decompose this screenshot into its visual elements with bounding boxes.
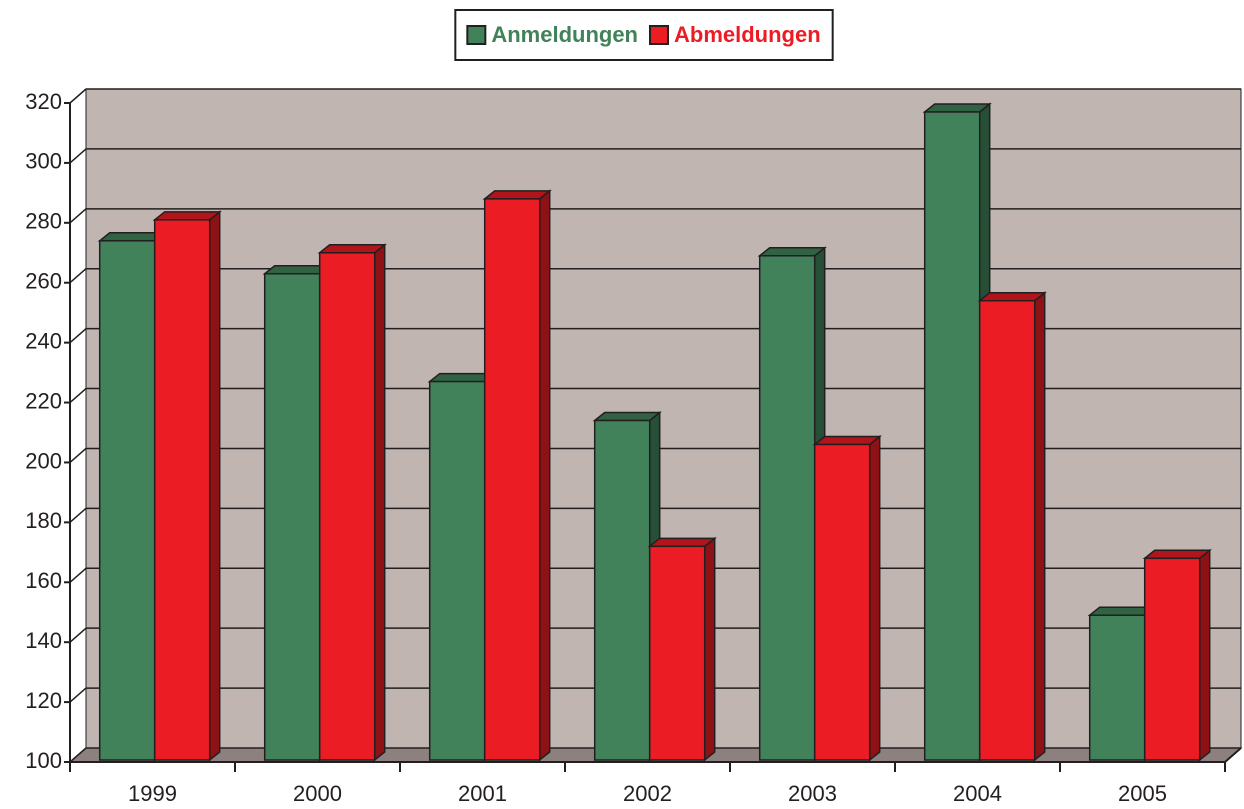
grid-line (69, 148, 87, 164)
bar-side (1033, 291, 1046, 762)
bar-side (703, 536, 716, 762)
grid-line (69, 447, 87, 464)
grid-line (69, 328, 87, 344)
bar (758, 255, 816, 761)
grid-line (69, 387, 87, 404)
bar (98, 240, 156, 761)
bar-top (592, 411, 662, 422)
grid-line (69, 747, 87, 763)
y-tick-label: 300 (25, 149, 62, 174)
x-tick-label: 2003 (788, 781, 837, 806)
y-tick-label: 140 (25, 628, 62, 653)
bar-side (1198, 548, 1211, 762)
legend-box (454, 9, 834, 61)
x-axis (1224, 747, 1242, 763)
bar-side (373, 243, 386, 762)
y-tick-label: 120 (25, 688, 62, 713)
bar-top (317, 244, 387, 254)
bar (483, 198, 541, 761)
bar (813, 443, 871, 761)
legend-swatch (466, 25, 487, 45)
bar (1143, 557, 1201, 761)
x-tick-label: 2002 (623, 781, 672, 806)
y-tick-label: 240 (25, 328, 62, 353)
y-tick-label: 100 (25, 748, 62, 773)
y-tick-label: 260 (25, 269, 62, 294)
bar-top (922, 103, 992, 113)
grid-line (69, 687, 87, 703)
bar (648, 545, 706, 761)
bar-top (152, 211, 222, 221)
y-tick-label: 220 (25, 388, 62, 413)
grid-line (69, 507, 87, 523)
grid-line (69, 208, 87, 224)
y-tick-label: 200 (25, 448, 62, 473)
grid-line (69, 268, 87, 284)
bar (153, 219, 211, 761)
grid-line (69, 627, 87, 643)
grid-line (69, 567, 87, 583)
bar-top (647, 537, 717, 548)
grid-line (69, 88, 87, 104)
bar (923, 111, 981, 761)
bar (428, 380, 486, 761)
x-tick-label: 2004 (953, 781, 1002, 806)
bar (263, 272, 321, 761)
bar-side (538, 189, 551, 762)
y-tick-label: 180 (25, 508, 62, 533)
bar-top (977, 291, 1047, 302)
x-tick-label: 1999 (128, 781, 177, 806)
legend-swatch (649, 25, 669, 45)
bar-top (1142, 549, 1212, 560)
legend-label: Anmeldungen (491, 22, 638, 47)
bar (318, 252, 376, 761)
x-tick-label: 2001 (458, 781, 507, 806)
legend-label: Abmeldungen (674, 22, 821, 47)
bar-top (757, 247, 827, 257)
y-tick-label: 280 (25, 209, 62, 234)
legend: Anmeldungen Abmeldungen (454, 9, 834, 61)
bar-side (868, 434, 881, 762)
x-tick-label: 2000 (293, 781, 342, 806)
bar-top (812, 435, 882, 446)
bar (978, 299, 1036, 761)
y-tick-label: 160 (25, 568, 62, 593)
y-tick-label: 320 (25, 89, 62, 114)
x-tick-label: 2005 (1118, 781, 1167, 806)
bar-top (482, 190, 552, 200)
bar (593, 419, 651, 761)
bar (1088, 614, 1146, 761)
bar-side (208, 210, 221, 762)
